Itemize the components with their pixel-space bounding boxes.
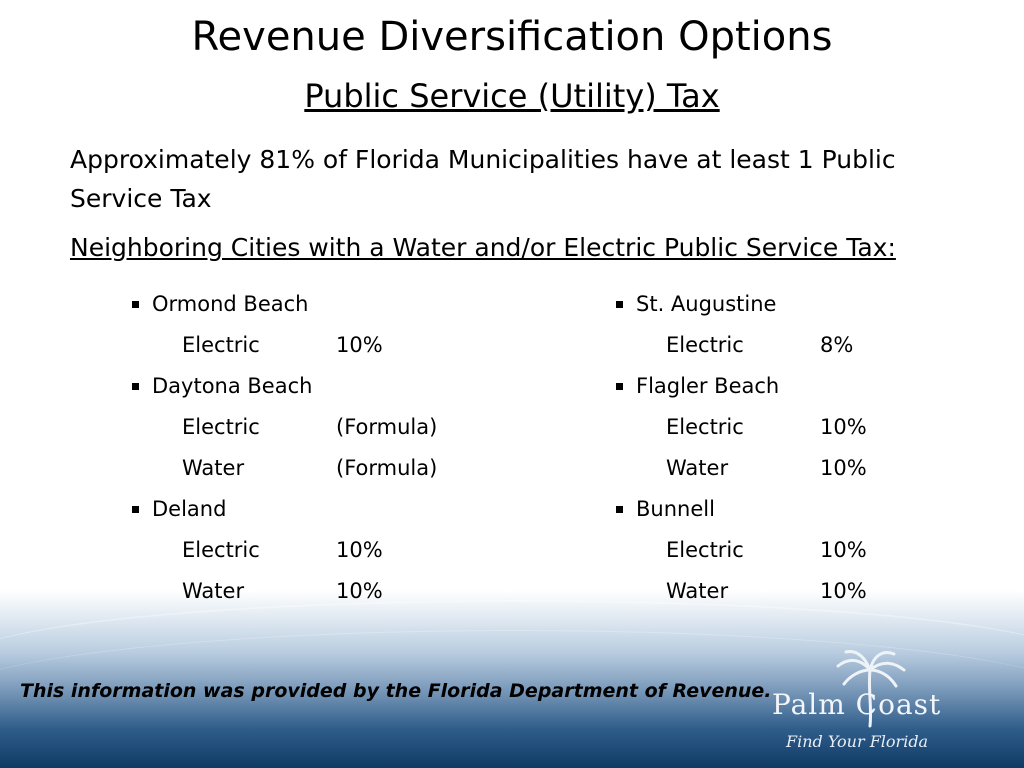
tax-type: Electric	[182, 538, 260, 562]
tax-type: Electric	[666, 333, 744, 357]
palm-tree-icon	[836, 650, 906, 728]
tax-row: Electric 10%	[130, 530, 550, 571]
city-name: Deland	[152, 497, 227, 521]
tax-row: Water (Formula)	[130, 448, 550, 489]
square-bullet-icon	[132, 383, 139, 390]
tax-type: Electric	[182, 415, 260, 439]
square-bullet-icon	[616, 383, 623, 390]
city-item: Bunnell	[614, 489, 994, 530]
city-item: Deland	[130, 489, 550, 530]
tax-row: Electric 10%	[614, 530, 994, 571]
tax-type: Water	[666, 456, 729, 480]
footer-band	[0, 590, 1024, 768]
city-item: Ormond Beach	[130, 284, 550, 325]
square-bullet-icon	[616, 301, 623, 308]
tax-rate: 10%	[336, 538, 383, 562]
palm-coast-logo: Palm Coast Find Your Florida	[768, 648, 978, 760]
intro-text: Approximately 81% of Florida Municipalit…	[70, 145, 896, 213]
tax-type: Electric	[666, 415, 744, 439]
right-city-list: St. Augustine Electric 8% Flagler Beach E…	[614, 284, 994, 612]
tax-row: Electric 10%	[614, 407, 994, 448]
city-name: Ormond Beach	[152, 292, 309, 316]
section-heading: Neighboring Cities with a Water and/or E…	[70, 233, 896, 262]
city-item: Flagler Beach	[614, 366, 994, 407]
tax-type: Electric	[666, 538, 744, 562]
tax-type: Electric	[182, 333, 260, 357]
tax-row: Electric (Formula)	[130, 407, 550, 448]
city-name: Bunnell	[636, 497, 715, 521]
tax-rate: 10%	[820, 456, 867, 480]
tax-type: Water	[182, 456, 245, 480]
tax-row: Water 10%	[614, 571, 994, 612]
tax-rate: (Formula)	[336, 415, 438, 439]
tax-rate: 10%	[820, 415, 867, 439]
tax-rate: 10%	[820, 579, 867, 603]
decorative-wave	[0, 630, 1024, 768]
tax-type: Water	[666, 579, 729, 603]
tax-row: Water 10%	[130, 571, 550, 612]
tax-row: Electric 10%	[130, 325, 550, 366]
tax-rate: 10%	[820, 538, 867, 562]
city-name: Flagler Beach	[636, 374, 780, 398]
square-bullet-icon	[616, 506, 623, 513]
tax-rate: (Formula)	[336, 456, 438, 480]
city-name: Daytona Beach	[152, 374, 313, 398]
city-name: St. Augustine	[636, 292, 777, 316]
square-bullet-icon	[132, 506, 139, 513]
square-bullet-icon	[132, 301, 139, 308]
slide-title: Revenue Diversification Options	[191, 14, 833, 60]
city-item: Daytona Beach	[130, 366, 550, 407]
city-item: St. Augustine	[614, 284, 994, 325]
tax-rate: 8%	[820, 333, 854, 357]
decorative-wave	[0, 600, 1024, 722]
tax-row: Water 10%	[614, 448, 994, 489]
tax-rate: 10%	[336, 579, 383, 603]
logo-brand: Palm Coast	[772, 688, 942, 721]
source-footnote: This information was provided by the Flo…	[20, 680, 772, 702]
tax-type: Water	[182, 579, 245, 603]
slide-subtitle: Public Service (Utility) Tax	[304, 77, 720, 115]
left-city-list: Ormond Beach Electric 10% Daytona Beach E…	[130, 284, 550, 612]
tax-rate: 10%	[336, 333, 383, 357]
logo-tagline: Find Your Florida	[786, 732, 929, 751]
tax-row: Electric 8%	[614, 325, 994, 366]
